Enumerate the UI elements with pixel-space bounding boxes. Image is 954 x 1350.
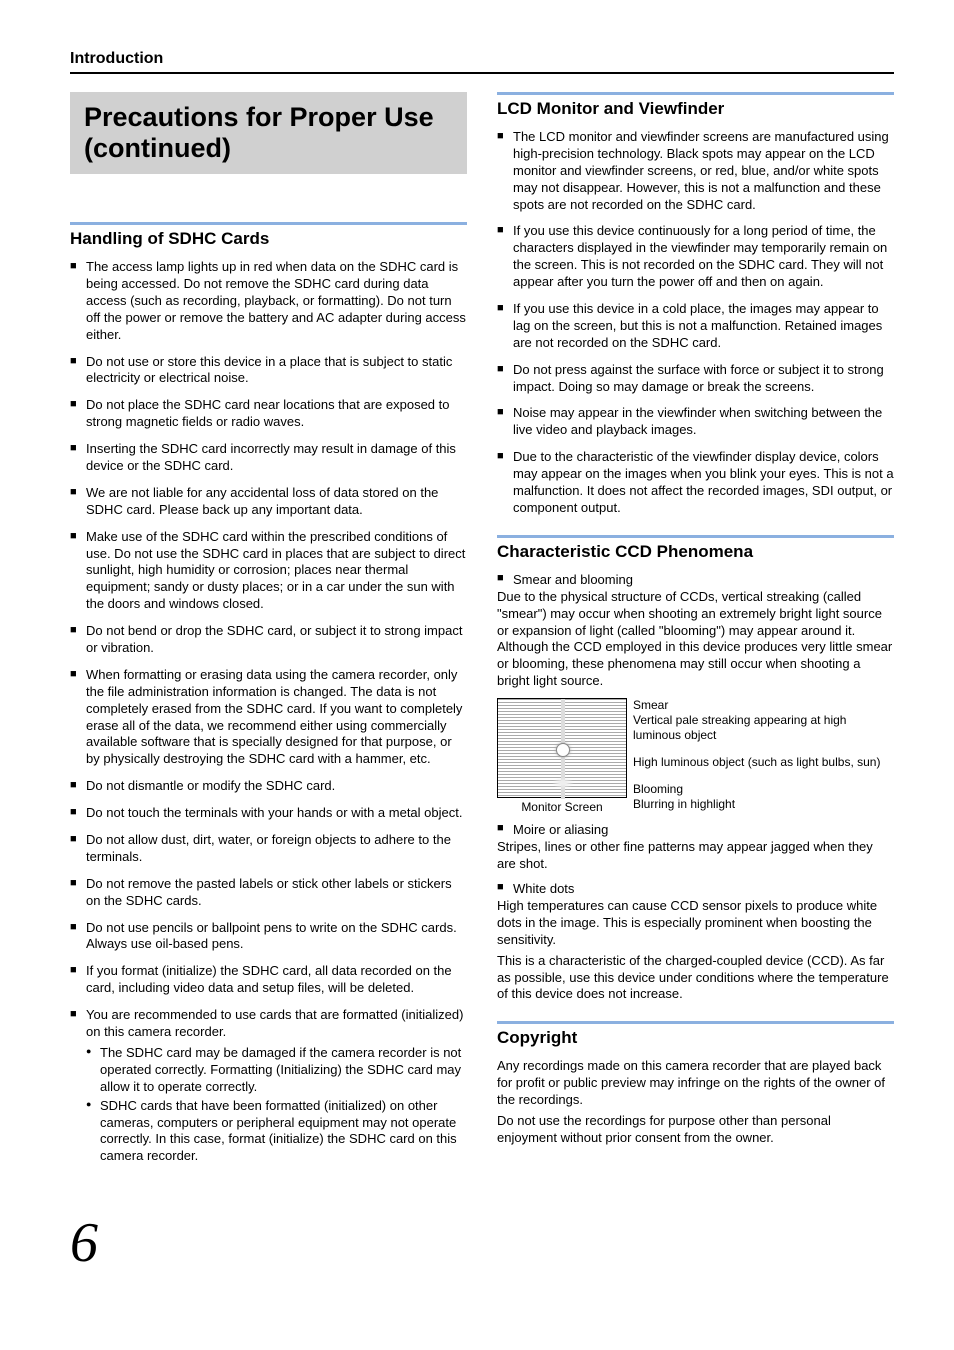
callout-luminous: High luminous object (such as light bulb… [633, 755, 894, 770]
whitedots-paragraph-1: High temperatures can cause CCD sensor p… [497, 898, 894, 949]
list-item: Do not press against the surface with fo… [497, 362, 894, 396]
list-item: When formatting or erasing data using th… [70, 667, 467, 768]
sub-list-item: SDHC cards that have been formatted (ini… [86, 1098, 467, 1166]
moire-subhead: Moire or aliasing [497, 822, 894, 837]
section-heading-sdhc: Handling of SDHC Cards [70, 222, 467, 249]
list-item: Inserting the SDHC card incorrectly may … [70, 441, 467, 475]
page-header: Introduction [70, 50, 894, 74]
list-item: Do not use pencils or ballpoint pens to … [70, 920, 467, 954]
callout-text: Blurring in highlight [633, 797, 894, 812]
callout-title: Smear [633, 698, 894, 713]
whitedots-subhead: White dots [497, 881, 894, 896]
callout-smear: Smear Vertical pale streaking appearing … [633, 698, 894, 743]
list-item: Do not remove the pasted labels or stick… [70, 876, 467, 910]
list-item: Do not dismantle or modify the SDHC card… [70, 778, 467, 795]
smear-subhead: Smear and blooming [497, 572, 894, 587]
list-item: Do not allow dust, dirt, water, or forei… [70, 832, 467, 866]
section-heading-copyright: Copyright [497, 1021, 894, 1048]
left-column: Precautions for Proper Use (continued) H… [70, 92, 467, 1175]
copyright-paragraph-2: Do not use the recordings for purpose ot… [497, 1113, 894, 1147]
list-item: If you use this device in a cold place, … [497, 301, 894, 352]
copyright-paragraph-1: Any recordings made on this camera recor… [497, 1058, 894, 1109]
monitor-screen-icon [497, 698, 627, 798]
list-item: If you format (initialize) the SDHC card… [70, 963, 467, 997]
list-item: Due to the characteristic of the viewfin… [497, 449, 894, 517]
list-item: You are recommended to use cards that ar… [70, 1007, 467, 1165]
list-item: The access lamp lights up in red when da… [70, 259, 467, 343]
list-item: If you use this device continuously for … [497, 223, 894, 291]
section-heading-ccd: Characteristic CCD Phenomena [497, 535, 894, 562]
whitedots-paragraph-2: This is a characteristic of the charged-… [497, 953, 894, 1004]
list-item: Make use of the SDHC card within the pre… [70, 529, 467, 613]
right-column: LCD Monitor and Viewfinder The LCD monit… [497, 92, 894, 1175]
page-number: 6 [70, 1211, 894, 1275]
sub-list: The SDHC card may be damaged if the came… [86, 1045, 467, 1165]
ccd-diagram: Monitor Screen Smear Vertical pale strea… [497, 698, 894, 814]
list-item: We are not liable for any accidental los… [70, 485, 467, 519]
callout-text: Vertical pale streaking appearing at hig… [633, 713, 894, 743]
list-item: Do not use or store this device in a pla… [70, 354, 467, 388]
list-item: Do not place the SDHC card near location… [70, 397, 467, 431]
list-item: Noise may appear in the viewfinder when … [497, 405, 894, 439]
page-title: Precautions for Proper Use (continued) [70, 92, 467, 174]
sub-list-item: The SDHC card may be damaged if the came… [86, 1045, 467, 1096]
content-columns: Precautions for Proper Use (continued) H… [70, 92, 894, 1175]
smear-paragraph: Due to the physical structure of CCDs, v… [497, 589, 894, 690]
list-item: The LCD monitor and viewfinder screens a… [497, 129, 894, 213]
list-item: Do not touch the terminals with your han… [70, 805, 467, 822]
monitor-wrap: Monitor Screen [497, 698, 627, 814]
callout-text: High luminous object (such as light bulb… [633, 755, 894, 770]
moire-paragraph: Stripes, lines or other fine patterns ma… [497, 839, 894, 873]
monitor-label: Monitor Screen [521, 800, 602, 814]
list-item-text: You are recommended to use cards that ar… [86, 1007, 463, 1039]
lcd-list: The LCD monitor and viewfinder screens a… [497, 129, 894, 517]
section-heading-lcd: LCD Monitor and Viewfinder [497, 92, 894, 119]
callout-title: Blooming [633, 782, 894, 797]
sdhc-list: The access lamp lights up in red when da… [70, 259, 467, 1165]
diagram-callouts: Smear Vertical pale streaking appearing … [633, 698, 894, 812]
callout-blooming: Blooming Blurring in highlight [633, 782, 894, 812]
list-item: Do not bend or drop the SDHC card, or su… [70, 623, 467, 657]
